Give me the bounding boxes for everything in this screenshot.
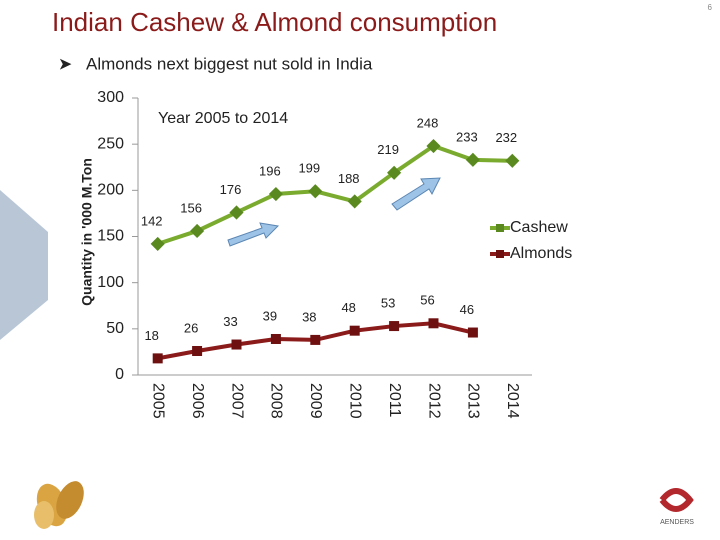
- data-label: 33: [223, 314, 237, 329]
- marker: [310, 334, 321, 345]
- x-tick-label: 2013: [465, 383, 482, 419]
- data-label: 142: [141, 213, 163, 228]
- data-label: 18: [144, 328, 158, 343]
- marker: [505, 153, 520, 168]
- marker: [387, 165, 402, 180]
- data-label: 56: [420, 293, 434, 308]
- x-tick-label: 2014: [504, 383, 521, 419]
- logo-text: AENDERS: [660, 519, 694, 526]
- marker: [467, 327, 478, 338]
- y-tick-label: 50: [106, 320, 124, 337]
- data-label: 188: [338, 171, 360, 186]
- data-label: 176: [220, 182, 242, 197]
- data-label: 156: [180, 200, 202, 215]
- y-tick-label: 300: [97, 89, 124, 106]
- marker: [347, 194, 362, 209]
- data-label: 199: [298, 161, 320, 176]
- x-tick-label: 2011: [386, 383, 403, 418]
- marker: [389, 321, 400, 332]
- data-label: 219: [377, 142, 399, 157]
- series-line: [157, 143, 513, 246]
- marker: [428, 318, 439, 329]
- marker: [270, 333, 281, 344]
- decor-shape: [0, 190, 48, 340]
- x-tick-label: 2010: [346, 383, 363, 419]
- legend-label: Cashew: [510, 219, 568, 236]
- data-label: 53: [381, 296, 395, 311]
- data-label: 196: [259, 163, 281, 178]
- x-tick-label: 2009: [307, 383, 324, 419]
- y-tick-label: 250: [97, 135, 124, 152]
- data-label: 39: [263, 308, 277, 323]
- data-label: 38: [302, 309, 316, 324]
- data-label: 26: [184, 320, 198, 335]
- x-tick-label: 2008: [268, 383, 285, 419]
- legend-marker: [496, 224, 504, 232]
- data-label: 233: [456, 129, 478, 144]
- marker: [152, 353, 163, 364]
- data-label: 232: [495, 130, 517, 145]
- marker: [426, 138, 441, 154]
- y-axis-label: Quantity in '000 M.Ton: [79, 158, 95, 306]
- x-tick-label: 2012: [425, 383, 442, 419]
- marker: [229, 205, 244, 220]
- marker: [349, 325, 360, 336]
- x-tick-label: 2007: [228, 383, 245, 419]
- chart-annotation: Year 2005 to 2014: [158, 110, 288, 127]
- marker: [150, 236, 165, 251]
- x-tick-label: 2005: [149, 383, 166, 419]
- y-tick-label: 150: [97, 228, 124, 245]
- y-tick-label: 100: [97, 274, 124, 291]
- page-number: 6: [708, 3, 713, 12]
- y-tick-label: 0: [115, 366, 124, 383]
- data-label: 46: [460, 302, 474, 317]
- legend-marker: [496, 250, 504, 258]
- marker: [231, 339, 242, 350]
- marker: [190, 223, 205, 239]
- bullet-icon: ➤: [58, 54, 72, 73]
- legend-label: Almonds: [510, 245, 572, 262]
- logo: AENDERS: [659, 488, 694, 526]
- bullet-text: Almonds next biggest nut sold in India: [86, 54, 373, 73]
- y-tick-label: 200: [97, 182, 124, 199]
- data-label: 48: [341, 300, 355, 315]
- arrow: [227, 177, 441, 247]
- chart-title: Indian Cashew & Almond consumption: [52, 7, 497, 37]
- marker: [268, 186, 283, 202]
- marker: [192, 345, 203, 356]
- data-label: 248: [417, 115, 439, 130]
- marker: [465, 152, 480, 167]
- nuts-image: [34, 481, 84, 529]
- x-tick-label: 2006: [189, 383, 206, 419]
- marker: [308, 184, 323, 199]
